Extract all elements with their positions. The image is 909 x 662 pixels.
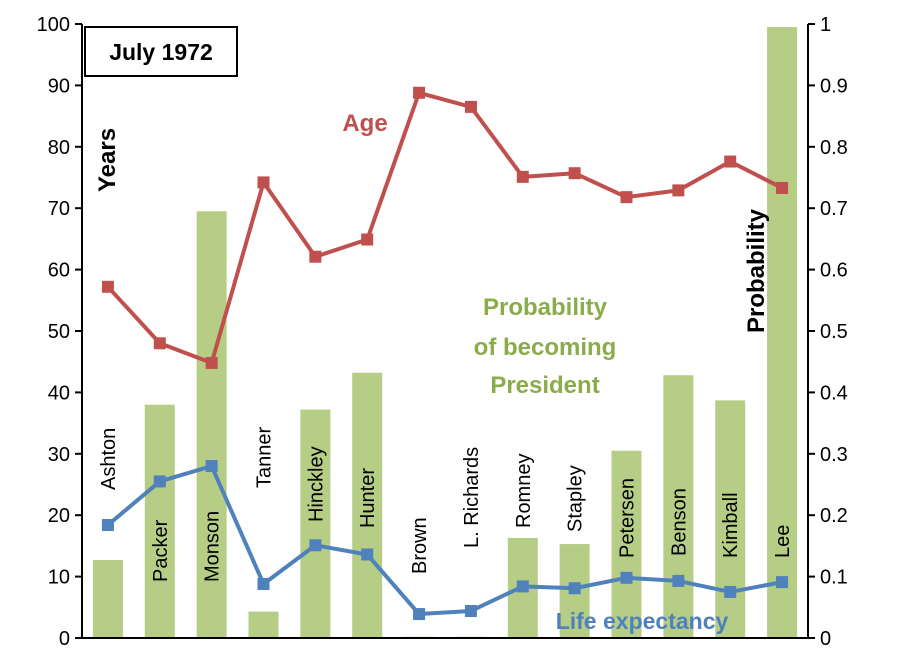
bar-ashton: [92, 560, 123, 638]
age-point: [724, 155, 737, 168]
age-point: [309, 250, 322, 263]
age-point: [361, 233, 374, 246]
age-point: [101, 280, 114, 293]
life-expectancy-point: [205, 460, 218, 473]
age-series-label: Age: [342, 110, 387, 137]
category-labels: Ashton Packer Monson Tanner Hinckley Hunter Br…: [98, 427, 794, 582]
left-tick-label: 20: [48, 505, 70, 527]
left-tick-label: 40: [48, 382, 70, 404]
probability-series-label-line: Probability: [483, 294, 608, 321]
life-expectancy-point: [776, 576, 789, 589]
right-tick-label: 0.3: [820, 444, 848, 466]
bar-hunter: [352, 372, 383, 638]
right-tick-label: 0.2: [820, 505, 848, 527]
life-expectancy-point: [672, 574, 685, 587]
bar-hinckley: [300, 409, 331, 638]
age-point: [153, 337, 166, 350]
category-label: Lee: [772, 525, 794, 558]
right-tick-label: 0.9: [820, 75, 848, 97]
category-label: Romney: [513, 454, 535, 528]
bar-petersen: [611, 450, 642, 638]
category-label: Tanner: [254, 427, 276, 488]
life-expectancy-point: [257, 577, 270, 590]
chart-title: July 1972: [109, 39, 213, 65]
right-tick-label: 0.6: [820, 260, 848, 282]
bar-benson: [663, 375, 694, 638]
left-tick-label: 10: [48, 567, 70, 589]
probability-bars: [92, 27, 798, 638]
bar-kimball: [715, 400, 746, 638]
title-box: [84, 26, 238, 77]
category-label: Brown: [409, 517, 431, 574]
category-label: Stapley: [565, 465, 587, 532]
category-label: Hunter: [357, 468, 379, 528]
life-expectancy-point: [361, 548, 374, 561]
life-expectancy-point: [153, 475, 166, 488]
category-label: Ashton: [98, 428, 120, 490]
age-point: [205, 356, 218, 369]
left-tick-label: 50: [48, 321, 70, 343]
right-tick-label: 0.1: [820, 567, 848, 589]
life-expectancy-point: [516, 580, 529, 593]
right-tick-label: 0: [820, 628, 831, 650]
life-expectancy-point: [620, 571, 633, 584]
category-label: Kimball: [720, 492, 742, 558]
probability-series-label-line: of becoming: [474, 334, 617, 361]
right-tick-label: 0.4: [820, 382, 848, 404]
age-point: [620, 191, 633, 204]
left-axis-label: Years: [94, 128, 121, 192]
category-label: Hinckley: [305, 446, 327, 522]
left-tick-label: 70: [48, 198, 70, 220]
bar-monson: [196, 211, 227, 638]
age-line: [106, 90, 783, 365]
age-point: [776, 181, 789, 194]
life-expectancy-point: [101, 519, 114, 532]
right-tick-label: 1: [820, 14, 831, 36]
left-tick-label: 0: [59, 628, 70, 650]
life-expectancy-point: [309, 539, 322, 552]
category-label: Packer: [150, 519, 172, 582]
category-label: L. Richards: [461, 447, 483, 548]
left-tick-label: 90: [48, 75, 70, 97]
life-expectancy-series-label: Life expectancy: [556, 608, 729, 634]
life-expectancy-point: [464, 604, 477, 617]
right-tick-label: 0.7: [820, 198, 848, 220]
left-tick-label: 60: [48, 260, 70, 282]
life-expectancy-point: [413, 608, 426, 621]
left-tick-label: 30: [48, 444, 70, 466]
bar-tanner: [248, 611, 279, 638]
age-point: [413, 86, 426, 99]
life-expectancy-line: [106, 464, 783, 617]
bar-lee: [767, 27, 798, 638]
age-point: [516, 170, 529, 183]
bar-packer: [144, 404, 175, 638]
category-label: Benson: [668, 488, 690, 556]
axes: 0 10 20 30 40 50 60 70 80 90 100 0 0.1 0.2 0.3 0.4 0.5 0.…: [37, 14, 848, 650]
age-point: [672, 184, 685, 197]
age-point: [568, 167, 581, 180]
age-point: [464, 100, 477, 113]
right-tick-label: 0.5: [820, 321, 848, 343]
category-label: Petersen: [617, 478, 639, 558]
probability-series-label-line: President: [490, 372, 599, 399]
life-expectancy-point: [568, 582, 581, 595]
left-tick-label: 80: [48, 137, 70, 159]
right-tick-label: 0.8: [820, 137, 848, 159]
life-expectancy-point: [724, 585, 737, 598]
age-point: [257, 176, 270, 189]
left-tick-label: 100: [37, 14, 70, 36]
chart-labels: July 1972 Years Probability Age Life expecta…: [84, 26, 770, 634]
right-axis-label: Probability: [743, 208, 770, 333]
category-label: Monson: [202, 511, 224, 582]
series-lines: [101, 86, 789, 621]
